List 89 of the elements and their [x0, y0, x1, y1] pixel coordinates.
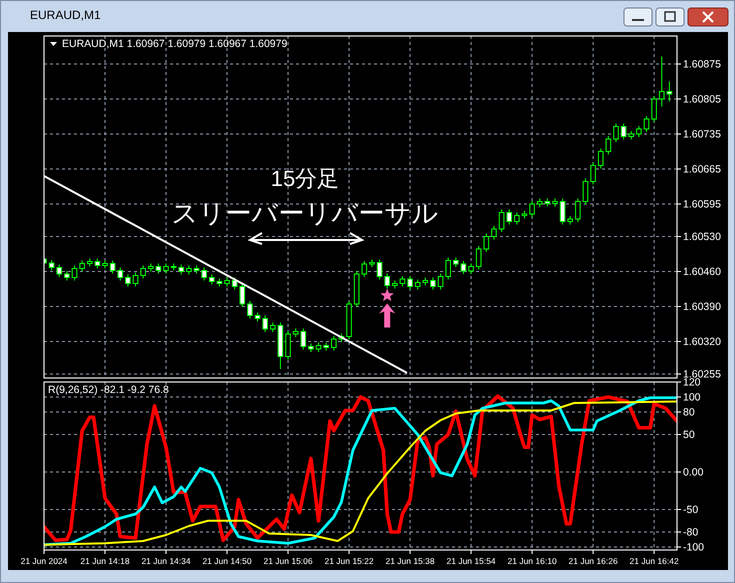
y-tick-label: 100 [683, 392, 701, 404]
candlestick [575, 198, 581, 222]
y-tick-label: 1.60805 [683, 94, 722, 106]
candlestick [125, 274, 131, 287]
x-tick-label: 21 Jun 15:54 [446, 556, 496, 566]
annotation: スリーバーリバーサル [172, 198, 438, 228]
candlestick [407, 276, 413, 290]
candlestick [560, 198, 566, 225]
candlestick [285, 330, 291, 360]
candlestick [484, 233, 490, 252]
y-tick-label: -50 [683, 504, 698, 516]
annotation: EURAUD,M1 1.60967 1.60979 1.60967 1.60979 [62, 38, 288, 50]
candlestick [460, 260, 466, 274]
candlestick [491, 226, 497, 240]
candlestick [117, 267, 124, 281]
x-tick-label: 21 Jun 16:26 [568, 556, 618, 566]
candlestick [598, 148, 604, 169]
candlestick [400, 276, 406, 287]
y-tick-label: 1.60595 [683, 198, 722, 211]
x-tick-label: 21 Jun 15:38 [385, 556, 435, 566]
candlestick [178, 264, 184, 275]
candlestick [316, 342, 322, 352]
candlestick [232, 277, 238, 290]
candlestick [666, 81, 672, 102]
candlestick [384, 273, 390, 289]
candlestick [247, 300, 253, 319]
x-tick-label: 21 Jun 14:18 [80, 556, 130, 566]
candlestick [620, 123, 626, 140]
candlestick [163, 263, 169, 274]
candlestick [201, 267, 207, 281]
y-tick-label: 1.60665 [683, 164, 722, 176]
candlestick [56, 264, 62, 278]
candlestick [64, 270, 70, 281]
candlestick [376, 259, 382, 280]
x-tick-label: 21 Jun 14:34 [141, 556, 191, 566]
candlestick [72, 265, 78, 281]
candlestick [270, 322, 276, 332]
candlestick [262, 315, 268, 332]
candlestick [506, 209, 512, 225]
y-tick-label: 0.00 [683, 466, 704, 479]
candlestick [590, 162, 596, 185]
candlestick [300, 328, 306, 350]
chart-title: EURAUD,M1 [30, 8, 101, 22]
candlestick [94, 258, 100, 269]
candlestick [582, 178, 588, 205]
x-tick-label: 21 Jun 14:50 [202, 556, 252, 566]
y-tick-label: 80 [683, 406, 695, 419]
candlestick [514, 212, 520, 225]
candlestick [644, 116, 650, 132]
candlestick [476, 246, 482, 270]
candlestick [498, 209, 504, 232]
candlestick [529, 200, 535, 218]
x-tick-label: 21 Jun 16:10 [508, 556, 557, 566]
candlestick [658, 56, 665, 107]
annotation: 15分足 [270, 166, 340, 191]
y-tick-label: 1.60320 [683, 336, 722, 348]
candlestick [430, 277, 436, 290]
candlestick [414, 279, 420, 290]
candlestick [606, 136, 612, 155]
candlestick [331, 336, 337, 351]
y-tick-label: 50 [683, 429, 695, 442]
candlestick [651, 96, 657, 122]
y-tick-label: 1.60875 [683, 58, 722, 71]
y-tick-label: -80 [683, 526, 698, 539]
x-tick-label: 21 Jun 2024 [20, 556, 68, 566]
x-tick-label: 21 Jun 15:22 [324, 556, 374, 566]
candlestick [140, 265, 146, 279]
candlestick [453, 257, 459, 268]
candlestick [156, 263, 162, 274]
candlestick [613, 123, 619, 142]
x-tick-label: 21 Jun 15:06 [263, 556, 313, 566]
y-tick-label: 1.60530 [683, 231, 722, 244]
candlestick [362, 260, 368, 278]
candlestick [110, 260, 116, 274]
candlestick [48, 260, 54, 271]
candlestick [79, 260, 85, 272]
candlestick [445, 257, 451, 280]
x-tick-label: 21 Jun 16:42 [630, 556, 679, 566]
candlestick [208, 274, 215, 285]
annotation: R(9,26,52) -82.1 -9.2 76.8 [48, 384, 169, 396]
candlestick [240, 283, 246, 308]
candlestick [468, 263, 474, 274]
y-tick-label: 1.60390 [683, 301, 722, 314]
candlestick [636, 126, 642, 138]
candlestick [132, 272, 138, 287]
candlestick [438, 273, 444, 290]
y-tick-label: 1.60735 [683, 128, 722, 141]
y-tick-label: -100 [683, 542, 704, 554]
y-tick-label: 1.60460 [683, 266, 722, 278]
